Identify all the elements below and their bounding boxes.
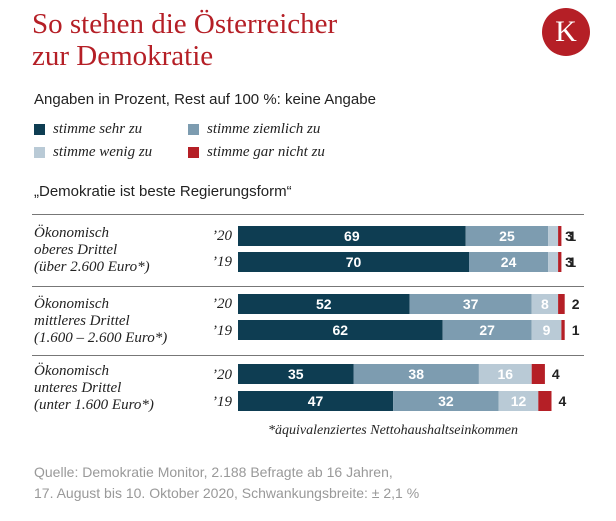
- bar-value-label: 32: [438, 393, 454, 409]
- bar-segment-wenig: [531, 320, 562, 340]
- bar-segment-wenig: [498, 391, 539, 411]
- group-label-line: (1.600 – 2.600 Euro*): [34, 330, 168, 346]
- chart-subtitle: Angaben in Prozent, Rest auf 100 %: kein…: [34, 91, 376, 108]
- bar-value-label: 1: [572, 322, 580, 338]
- year-label: ’19: [212, 394, 232, 410]
- brand-logo: K: [542, 8, 590, 56]
- legend-label: stimme wenig zu: [53, 144, 153, 160]
- footnote: *äquivalenziertes Nettohaushaltseinkomme…: [268, 423, 519, 438]
- bar-value-label: 1: [568, 228, 576, 244]
- divider: [32, 355, 584, 356]
- bar-value-label: 2: [572, 296, 580, 312]
- legend-label: stimme gar nicht zu: [207, 144, 325, 160]
- bar-value-label: 4: [559, 393, 567, 409]
- bar-segment-sehr: [238, 294, 410, 314]
- bar-segment-gar-nicht: [558, 226, 562, 246]
- legend-item-stimme-sehr-zu: stimme sehr zu: [34, 121, 142, 138]
- question-label: „Demokratie ist beste Regierungsform“: [34, 183, 292, 200]
- bar-segment-sehr: [238, 391, 394, 411]
- group-label-line: mittleres Drittel: [34, 313, 130, 329]
- bar-segment-ziemlich: [465, 226, 549, 246]
- legend-item-stimme-gar-nicht-zu: stimme gar nicht zu: [188, 144, 325, 161]
- year-label: ’19: [212, 323, 232, 339]
- legend-swatch: [34, 147, 45, 158]
- bar-value-label: 27: [479, 322, 495, 338]
- divider: [32, 286, 584, 287]
- bar-segment-gar-nicht: [561, 320, 565, 340]
- chart-title-line2: zur Demokratie: [32, 40, 214, 72]
- bar-segment-gar-nicht: [531, 364, 545, 384]
- bar-segment-ziemlich: [409, 294, 532, 314]
- group-label-line: (über 2.600 Euro*): [34, 259, 150, 275]
- year-label: ’19: [212, 254, 232, 270]
- group-label-line: oberes Drittel: [34, 242, 118, 258]
- group-label-mittleres-drittel: Ökonomisch mittleres Drittel (1.600 – 2.…: [34, 296, 167, 347]
- year-label: ’20: [212, 367, 232, 383]
- bar-value-label: 1: [568, 254, 576, 270]
- bar-value-label: 3: [565, 254, 573, 270]
- bar-value-label: 47: [308, 393, 324, 409]
- bar-segment-sehr: [238, 320, 443, 340]
- legend-swatch: [34, 124, 45, 135]
- bar-segment-wenig: [478, 364, 532, 384]
- legend-swatch: [188, 124, 199, 135]
- group-label-oberes-drittel: Ökonomisch oberes Drittel (über 2.600 Eu…: [34, 225, 150, 276]
- group-label-unteres-drittel: Ökonomisch unteres Drittel (unter 1.600 …: [34, 363, 154, 414]
- bar-value-label: 24: [501, 254, 517, 270]
- bar-value-label: 12: [511, 393, 527, 409]
- bar-value-label: 3: [565, 228, 573, 244]
- bar-segment-ziemlich: [469, 252, 549, 272]
- bar-value-label: 38: [408, 366, 424, 382]
- bar-segment-gar-nicht: [538, 391, 552, 411]
- group-label-line: (unter 1.600 Euro*): [34, 397, 154, 413]
- chart-title: So stehen die Österreicher zur Demokrati…: [32, 8, 337, 72]
- legend-swatch: [188, 147, 199, 158]
- bar-segment-ziemlich: [442, 320, 532, 340]
- group-label-line: unteres Drittel: [34, 380, 122, 396]
- legend-item-stimme-wenig-zu: stimme wenig zu: [34, 144, 152, 161]
- bar-value-label: 70: [346, 254, 362, 270]
- bar-value-label: 25: [499, 228, 515, 244]
- group-label-line: Ökonomisch: [34, 363, 109, 379]
- bar-value-label: 69: [344, 228, 360, 244]
- bar-segment-wenig: [548, 226, 559, 246]
- legend-label: stimme ziemlich zu: [207, 121, 321, 137]
- bar-segment-ziemlich: [393, 391, 499, 411]
- bar-segment-sehr: [238, 226, 466, 246]
- bar-segment-wenig: [548, 252, 559, 272]
- bar-segment-sehr: [238, 252, 469, 272]
- bar-value-label: 52: [316, 296, 332, 312]
- bar-value-label: 37: [463, 296, 479, 312]
- bar-value-label: 35: [288, 366, 304, 382]
- bar-value-label: 9: [543, 322, 551, 338]
- legend-label: stimme sehr zu: [53, 121, 143, 137]
- bar-segment-ziemlich: [353, 364, 479, 384]
- bar-segment-gar-nicht: [558, 252, 562, 272]
- bar-segment-gar-nicht: [558, 294, 565, 314]
- chart-title-line1: So stehen die Österreicher: [32, 8, 338, 40]
- group-label-line: Ökonomisch: [34, 296, 109, 312]
- bar-value-label: 62: [333, 322, 349, 338]
- group-label-line: Ökonomisch: [34, 225, 109, 241]
- source-note: Quelle: Demokratie Monitor, 2.188 Befrag…: [34, 462, 594, 504]
- bar-segment-sehr: [238, 364, 354, 384]
- bar-segment-wenig: [531, 294, 559, 314]
- bar-value-label: 4: [552, 366, 560, 382]
- source-line: 17. August bis 10. Oktober 2020, Schwank…: [34, 485, 420, 501]
- year-label: ’20: [212, 296, 232, 312]
- source-line: Quelle: Demokratie Monitor, 2.188 Befrag…: [34, 464, 393, 480]
- divider: [32, 214, 584, 215]
- bar-value-label: 8: [541, 296, 549, 312]
- bar-value-label: 16: [498, 366, 514, 382]
- year-label: ’20: [212, 228, 232, 244]
- legend-item-stimme-ziemlich-zu: stimme ziemlich zu: [188, 121, 320, 138]
